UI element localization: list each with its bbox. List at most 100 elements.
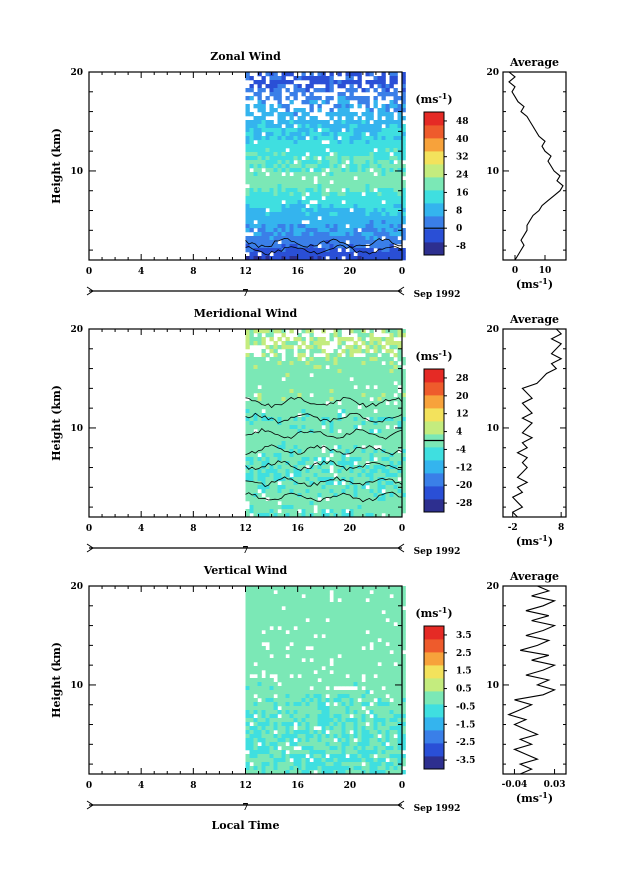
- heatmap-cell: [289, 361, 294, 366]
- heatmap-cell: [337, 204, 342, 209]
- heatmap-cell: [365, 469, 370, 474]
- heatmap-cell: [305, 706, 310, 711]
- heatmap-cell: [273, 329, 278, 334]
- heatmap-cell: [329, 244, 334, 249]
- heatmap-cell: [377, 461, 382, 466]
- heatmap-cell: [265, 256, 270, 261]
- heatmap-cell: [281, 333, 286, 338]
- heatmap-cell: [293, 417, 298, 422]
- heatmap-cell: [345, 497, 350, 502]
- heatmap-cell: [313, 473, 318, 478]
- heatmap-cell: [273, 357, 278, 362]
- heatmap-cell: [249, 469, 254, 474]
- heatmap-cell: [261, 501, 266, 506]
- heatmap-cell: [365, 429, 370, 434]
- heatmap-cell: [277, 397, 282, 402]
- heatmap-cell: [337, 397, 342, 402]
- heatmap-cell: [365, 96, 370, 101]
- heatmap-cell: [401, 670, 406, 675]
- heatmap-cell: [269, 333, 274, 338]
- heatmap-cell: [317, 509, 322, 514]
- heatmap-cell: [281, 473, 286, 478]
- heatmap-cell: [297, 650, 302, 655]
- heatmap-cell: [293, 678, 298, 683]
- heatmap-cell: [353, 256, 358, 261]
- heatmap-cell: [269, 224, 274, 229]
- heatmap-cell: [333, 120, 338, 125]
- heatmap-cell: [289, 626, 294, 631]
- heatmap-cell: [381, 184, 386, 189]
- heatmap-cell: [305, 128, 310, 133]
- heatmap-cell: [389, 236, 394, 241]
- heatmap-cell: [265, 618, 270, 623]
- heatmap-cell: [333, 220, 338, 225]
- heatmap-cell: [305, 493, 310, 498]
- heatmap-cell: [369, 469, 374, 474]
- heatmap-cell: [353, 96, 358, 101]
- heatmap-cell: [361, 216, 366, 221]
- heatmap-cell: [317, 421, 322, 426]
- heatmap-cell: [349, 256, 354, 261]
- heatmap-cell: [333, 485, 338, 490]
- heatmap-cell: [245, 453, 250, 458]
- heatmap-cell: [345, 96, 350, 101]
- heatmap-cell: [285, 598, 290, 603]
- heatmap-cell: [397, 714, 402, 719]
- heatmap-cell: [293, 337, 298, 342]
- heatmap-cell: [313, 401, 318, 406]
- heatmap-cell: [345, 646, 350, 651]
- heatmap-cell: [333, 365, 338, 370]
- heatmap-cell: [401, 642, 406, 647]
- heatmap-cell: [269, 505, 274, 510]
- heatmap-cell: [353, 220, 358, 225]
- heatmap-cell: [313, 489, 318, 494]
- heatmap-cell: [385, 457, 390, 462]
- heatmap-cell: [377, 654, 382, 659]
- heatmap-cell: [249, 473, 254, 478]
- heatmap-cell: [373, 357, 378, 362]
- heatmap-cell: [261, 393, 266, 398]
- heatmap-cell: [389, 132, 394, 137]
- heatmap-cell: [337, 96, 342, 101]
- heatmap-cell: [377, 369, 382, 374]
- heatmap-cell: [389, 76, 394, 81]
- heatmap-cell: [257, 722, 262, 727]
- heatmap-cell: [385, 421, 390, 426]
- heatmap-cell: [365, 104, 370, 109]
- heatmap-cell: [349, 718, 354, 723]
- heatmap-cell: [401, 638, 406, 643]
- heatmap-cell: [393, 152, 398, 157]
- heatmap-cell: [381, 674, 386, 679]
- heatmap-cell: [361, 730, 366, 735]
- heatmap-cell: [389, 409, 394, 414]
- heatmap-cell: [389, 156, 394, 161]
- heatmap-cell: [261, 610, 266, 615]
- heatmap-cell: [397, 445, 402, 450]
- heatmap-cell: [373, 501, 378, 506]
- colorbar-segment: [424, 369, 444, 383]
- heatmap-cell: [265, 345, 270, 350]
- heatmap-cell: [397, 630, 402, 635]
- heatmap-cell: [269, 208, 274, 213]
- colorbar-label: 20: [456, 392, 469, 402]
- heatmap-cell: [357, 489, 362, 494]
- heatmap-cell: [309, 586, 314, 591]
- heatmap-cell: [245, 128, 250, 133]
- heatmap-cell: [245, 686, 250, 691]
- heatmap-cell: [293, 357, 298, 362]
- heatmap-cell: [345, 192, 350, 197]
- heatmap-cell: [357, 184, 362, 189]
- y-tick-label: 20: [70, 68, 83, 78]
- heatmap-cell: [381, 212, 386, 217]
- heatmap-cell: [397, 148, 402, 153]
- heatmap-cell: [297, 594, 302, 599]
- heatmap-cell: [377, 180, 382, 185]
- heatmap-cell: [401, 196, 406, 201]
- heatmap-cell: [377, 228, 382, 233]
- y-axis-label: Height (km): [50, 128, 63, 204]
- heatmap-cell: [393, 216, 398, 221]
- heatmap-cell: [341, 630, 346, 635]
- heatmap-cell: [337, 722, 342, 727]
- heatmap-cell: [401, 208, 406, 213]
- heatmap-cell: [377, 421, 382, 426]
